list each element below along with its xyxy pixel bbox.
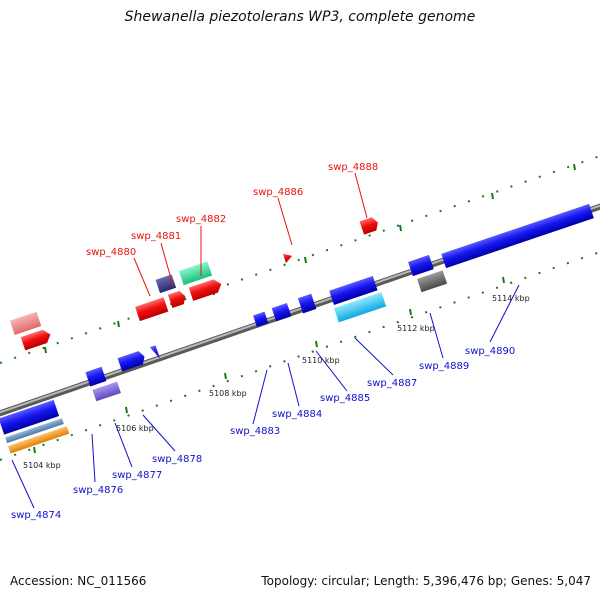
gene-label: swp_4889 (419, 361, 469, 372)
gene-feature[interactable] (417, 270, 448, 293)
label-leader (429, 312, 444, 359)
upper-tick-ring (0, 155, 600, 364)
gene-feature[interactable] (297, 293, 317, 314)
label-leader (114, 422, 133, 468)
gene-feature[interactable] (178, 261, 213, 286)
kbp-label: 5112 kbp (397, 324, 435, 333)
gene-feature[interactable] (282, 251, 294, 264)
gene-feature[interactable] (0, 399, 60, 435)
gene-feature[interactable] (167, 290, 188, 308)
gene-feature[interactable] (85, 366, 107, 387)
label-leader (287, 362, 300, 407)
lower-gene-labels: swp_4874 swp_4876 swp_4877 swp_4878 swp_… (11, 284, 520, 521)
gene-feature[interactable] (359, 216, 381, 235)
label-leader (252, 369, 268, 425)
gene-feature[interactable] (92, 381, 121, 402)
kbp-label: 5108 kbp (209, 389, 247, 398)
gene-feature[interactable] (149, 345, 161, 360)
gene-label: swp_4888 (328, 162, 378, 173)
gene-feature[interactable] (117, 350, 147, 372)
gene-label: swp_4876 (73, 485, 123, 496)
gene-label: swp_4890 (465, 346, 515, 357)
lower-tick-ring (0, 251, 600, 461)
accession-text: Accession: NC_011566 (10, 574, 147, 588)
label-leader (354, 337, 394, 376)
gene-label: swp_4883 (230, 426, 280, 437)
map-title: Shewanella piezotolerans WP3, complete g… (124, 9, 476, 25)
gene-label: swp_4887 (367, 378, 417, 389)
kbp-label: 5114 kbp (492, 294, 530, 303)
genome-summary-text: Topology: circular; Length: 5,396,476 bp… (261, 574, 591, 588)
gene-feature[interactable] (20, 328, 53, 351)
gene-label: swp_4882 (176, 214, 226, 225)
label-leader (91, 433, 96, 483)
label-leader (11, 459, 35, 509)
label-leader (142, 414, 176, 452)
kbp-label: 5106 kbp (116, 424, 154, 433)
gene-label: swp_4885 (320, 393, 370, 404)
label-leader (315, 350, 348, 392)
kbp-label: 5110 kbp (302, 356, 340, 365)
gene-label: swp_4884 (272, 409, 322, 420)
gene-label: swp_4880 (86, 247, 136, 258)
upper-strand-genes (9, 216, 381, 351)
gene-label: swp_4878 (152, 454, 202, 465)
gene-label: swp_4877 (112, 470, 162, 481)
label-leader (277, 197, 293, 246)
gene-label: swp_4874 (11, 510, 61, 521)
kbp-labels: 5104 kbp 5106 kbp 5108 kbp 5110 kbp 5112… (23, 294, 530, 470)
gene-feature[interactable] (329, 276, 378, 306)
label-leader (160, 242, 174, 287)
gene-feature[interactable] (5, 418, 64, 444)
kbp-label: 5104 kbp (23, 461, 61, 470)
gene-feature[interactable] (441, 203, 594, 269)
gene-label: swp_4886 (253, 187, 303, 198)
gene-feature[interactable] (188, 277, 224, 301)
gene-feature[interactable] (253, 311, 269, 327)
upper-gene-labels: swp_4880 swp_4881 swp_4882 swp_4886 swp_… (86, 162, 378, 297)
gene-feature[interactable] (9, 311, 42, 335)
gene-feature[interactable] (334, 292, 387, 323)
label-leader (133, 257, 151, 297)
gene-feature[interactable] (408, 254, 434, 277)
gene-feature[interactable] (271, 303, 292, 322)
gene-feature[interactable] (155, 274, 177, 294)
gene-label: swp_4881 (131, 231, 181, 242)
label-leader (489, 284, 520, 343)
lower-strand-genes (0, 203, 594, 454)
gene-feature[interactable] (135, 297, 169, 322)
gene-feature[interactable] (7, 426, 70, 454)
label-leader (354, 172, 368, 219)
